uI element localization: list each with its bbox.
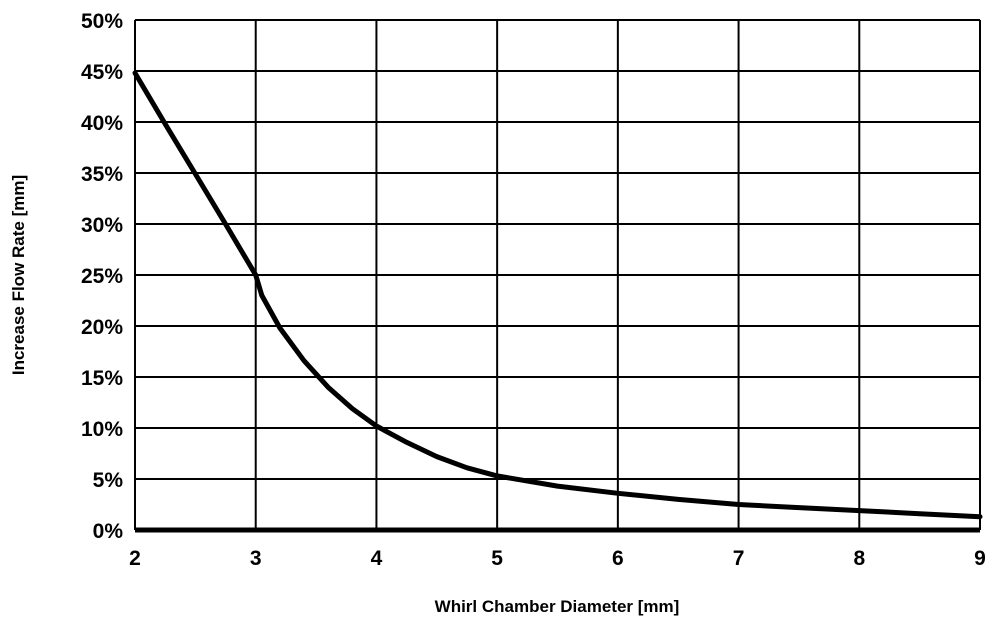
x-tick-label: 4 — [371, 547, 383, 570]
x-tick-label: 8 — [853, 547, 865, 570]
y-tick-label: 45% — [81, 61, 123, 84]
series-group — [132, 70, 983, 520]
x-tick-label: 5 — [491, 547, 503, 570]
y-tick-label: 15% — [81, 367, 123, 390]
y-tick-label: 25% — [81, 265, 123, 288]
y-tick-labels: 0% 5% 10% 15% 20% 25% 30% 35% 40% 45% 50% — [81, 10, 123, 543]
x-tick-labels: 2 3 4 5 6 7 8 9 — [129, 547, 986, 570]
y-tick-label: 5% — [93, 469, 124, 492]
x-axis-title: Whirl Chamber Diameter [mm] — [435, 597, 680, 616]
x-tick-label: 9 — [974, 547, 986, 570]
x-tick-label: 3 — [250, 547, 262, 570]
y-tick-label: 30% — [81, 214, 123, 237]
x-tick-label: 2 — [129, 547, 141, 570]
grid-lines — [134, 19, 981, 533]
y-tick-label: 35% — [81, 163, 123, 186]
x-tick-label: 7 — [733, 547, 745, 570]
y-tick-label: 0% — [93, 520, 124, 543]
y-axis-title: Increase Flow Rate [mm] — [9, 175, 28, 375]
y-tick-label: 20% — [81, 316, 123, 339]
series-line — [132, 70, 983, 520]
y-tick-label: 40% — [81, 112, 123, 135]
y-tick-label: 50% — [81, 10, 123, 33]
y-tick-label: 10% — [81, 418, 123, 441]
x-tick-label: 6 — [612, 547, 624, 570]
